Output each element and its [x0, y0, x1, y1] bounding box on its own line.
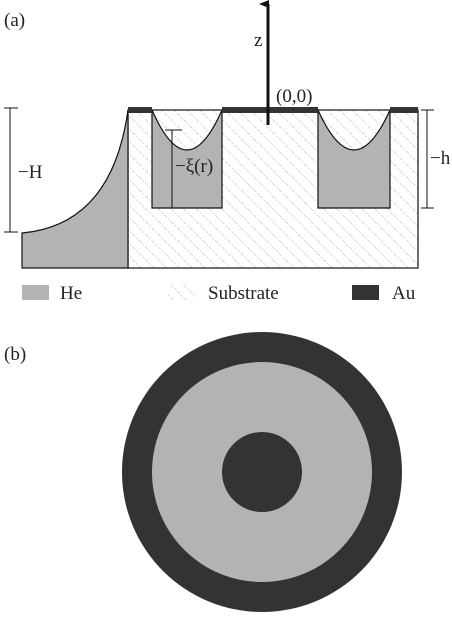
- panel-label: (a): [4, 10, 25, 31]
- legend-swatch: [168, 285, 195, 300]
- legend-label: He: [60, 283, 82, 304]
- origin-label: (0,0): [276, 86, 312, 107]
- dimension-label: −h: [430, 148, 451, 169]
- legend-swatch: [22, 285, 49, 300]
- center-electrode: [222, 432, 302, 512]
- gold-electrode: [128, 107, 152, 113]
- gold-electrode: [222, 107, 318, 113]
- dimension-h-large: [4, 108, 18, 232]
- legend-label: Au: [392, 283, 416, 304]
- helium-film: [22, 110, 128, 268]
- axis-label: z: [254, 30, 262, 51]
- panel-label: (b): [4, 344, 26, 365]
- dimension-label: −ξ(r): [175, 156, 213, 177]
- dimension-label: −H: [18, 162, 43, 183]
- legend-label: Substrate: [208, 283, 279, 304]
- legend-swatch: [352, 285, 379, 300]
- diagram: (a) z (0,0) −H −ξ(r) −h He Substrate Au …: [0, 0, 452, 623]
- gold-electrode: [390, 107, 418, 113]
